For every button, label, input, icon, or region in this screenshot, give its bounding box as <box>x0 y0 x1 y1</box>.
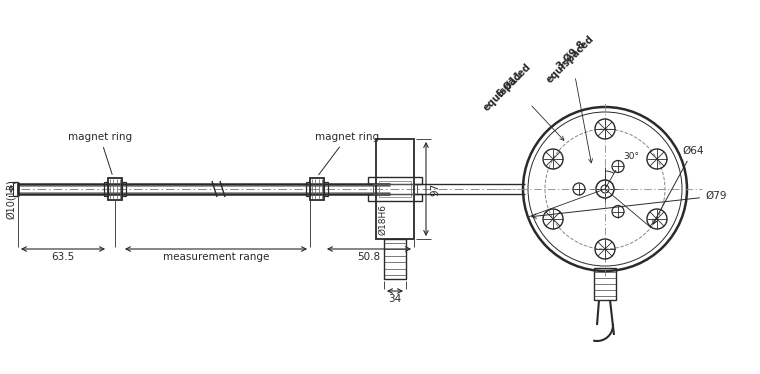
Text: 6-Ø11: 6-Ø11 <box>495 69 525 99</box>
Bar <box>379 181 411 197</box>
Text: magnet ring: magnet ring <box>315 132 379 175</box>
Text: equispaced: equispaced <box>482 61 534 113</box>
Bar <box>384 239 406 279</box>
Text: Ø10(13): Ø10(13) <box>6 179 16 219</box>
Bar <box>310 178 324 200</box>
Text: Ø18H6: Ø18H6 <box>378 203 387 234</box>
Bar <box>594 268 616 300</box>
Text: measurement range: measurement range <box>163 252 269 262</box>
Bar <box>122 182 126 196</box>
Text: 30°: 30° <box>623 152 639 161</box>
Text: 63.5: 63.5 <box>52 252 74 262</box>
Text: Ø64: Ø64 <box>653 146 704 224</box>
Bar <box>104 182 108 196</box>
Bar <box>108 178 122 200</box>
Bar <box>368 177 422 184</box>
Text: magnet ring: magnet ring <box>68 132 132 174</box>
Text: 97: 97 <box>430 183 440 196</box>
Text: Ø79: Ø79 <box>532 191 727 218</box>
Bar <box>376 139 414 239</box>
Text: 3-Ø9.8: 3-Ø9.8 <box>555 38 587 71</box>
Bar <box>324 182 328 196</box>
Bar <box>368 194 422 201</box>
Bar <box>306 182 310 196</box>
Text: 50.8: 50.8 <box>357 252 381 262</box>
Bar <box>373 184 417 194</box>
Text: 34: 34 <box>388 294 401 304</box>
Text: equispaced: equispaced <box>545 33 597 85</box>
